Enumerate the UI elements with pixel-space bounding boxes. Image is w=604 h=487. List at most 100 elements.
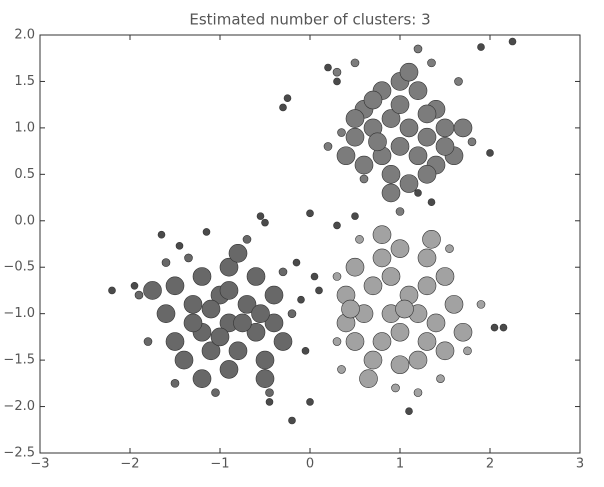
point [408, 350, 428, 370]
point [292, 258, 301, 267]
point [336, 146, 356, 166]
x-tick-label: 1 [396, 457, 404, 472]
point [395, 299, 414, 319]
point [255, 369, 275, 388]
x-tick-label: 3 [576, 457, 584, 472]
point [170, 379, 180, 388]
point [265, 398, 274, 406]
point [183, 313, 203, 333]
point [350, 58, 360, 68]
point [134, 290, 144, 300]
point [288, 416, 296, 425]
point [414, 189, 422, 197]
point [251, 304, 270, 323]
point [453, 322, 473, 342]
point [422, 230, 441, 249]
point [306, 209, 314, 218]
point [341, 299, 360, 319]
point [228, 341, 248, 361]
point [130, 281, 139, 290]
point [427, 58, 436, 68]
point [242, 235, 252, 244]
point [399, 174, 419, 193]
point [211, 388, 220, 397]
point [333, 77, 341, 86]
x-tick-label: 2 [486, 457, 494, 472]
point [405, 407, 413, 416]
point [408, 81, 428, 101]
point [143, 281, 162, 300]
point [219, 281, 239, 300]
point [256, 212, 265, 220]
point [108, 286, 116, 295]
point [183, 295, 203, 314]
point [337, 128, 346, 137]
point [228, 243, 248, 263]
point [297, 295, 305, 304]
point [265, 388, 274, 397]
point [219, 257, 239, 277]
point [372, 248, 392, 268]
point [372, 225, 392, 245]
point [477, 43, 485, 51]
point [445, 244, 454, 253]
point [233, 313, 252, 333]
point [332, 67, 342, 77]
point [436, 374, 445, 383]
point [202, 228, 211, 236]
point [363, 276, 383, 296]
point [363, 90, 383, 110]
point [156, 304, 176, 323]
point [426, 313, 446, 333]
point [390, 95, 410, 114]
point [315, 286, 323, 295]
point [391, 383, 400, 393]
y-tick-label: 0.5 [14, 167, 35, 182]
point [279, 103, 287, 112]
y-tick-label: 1.0 [14, 120, 35, 135]
point [332, 337, 342, 346]
y-tick-label: 1.5 [14, 74, 35, 89]
point [381, 267, 401, 286]
point [427, 198, 436, 206]
point [264, 285, 284, 305]
point [354, 155, 374, 175]
point [351, 212, 359, 220]
point [381, 109, 401, 128]
point [359, 369, 378, 388]
point [381, 165, 401, 184]
point [355, 235, 364, 244]
points [108, 37, 517, 425]
point [395, 207, 405, 216]
point [499, 323, 508, 332]
point [345, 257, 365, 277]
point [390, 239, 410, 258]
point [210, 327, 230, 347]
point [324, 63, 332, 72]
point [283, 94, 292, 102]
point [413, 44, 423, 54]
point [435, 341, 455, 361]
point [333, 221, 341, 230]
y-tick-label: −1.5 [3, 353, 35, 368]
y-tick-label: 0.0 [14, 213, 35, 228]
point [417, 127, 437, 147]
point [399, 62, 419, 82]
point [390, 355, 410, 375]
point [359, 174, 369, 184]
point [332, 272, 342, 281]
point [454, 77, 463, 86]
point [435, 267, 455, 286]
point [306, 398, 314, 406]
point [143, 337, 153, 346]
chart-title: Estimated number of clusters: 3 [189, 11, 430, 29]
point [219, 360, 239, 379]
point [255, 350, 275, 370]
x-tick-label: −1 [210, 457, 229, 472]
point [408, 146, 428, 166]
point [390, 137, 410, 156]
point [237, 295, 257, 314]
point [246, 267, 266, 286]
